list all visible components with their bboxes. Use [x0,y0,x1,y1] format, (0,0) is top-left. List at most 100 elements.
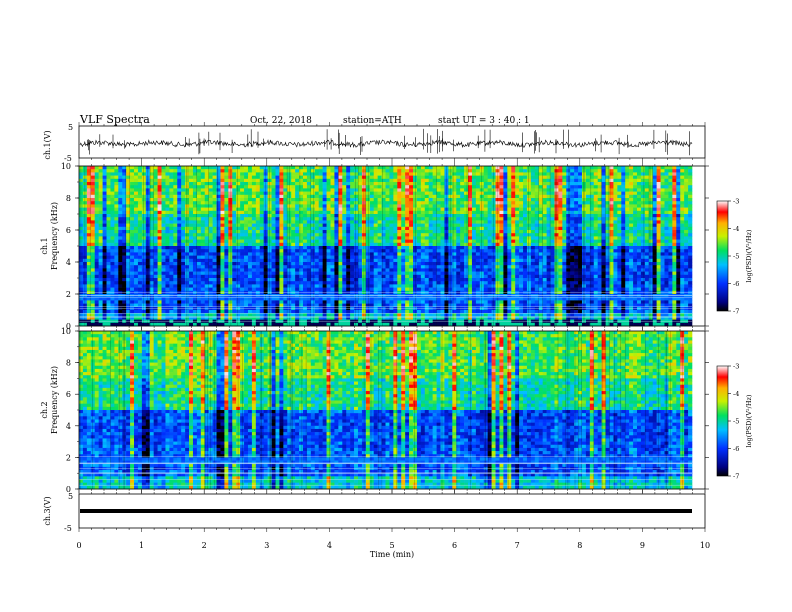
spectrogram-cell [487,188,492,192]
spectrogram-cell [393,249,398,253]
spectrogram-cell [444,175,449,180]
spectrogram-cell [523,226,528,231]
spectrogram-cell [263,226,268,231]
spectrogram-cell [220,242,225,247]
spectrogram-cell [428,230,433,234]
spectrogram-cell [181,220,186,224]
spectrogram-cell [688,262,693,266]
spectrogram-cell [558,172,563,176]
spectrogram-cell [526,194,532,199]
spectrogram-cell [644,246,650,250]
spectrogram-cell [432,226,437,231]
spectrogram-cell [574,249,579,253]
spectrogram-cell [554,233,559,237]
spectrogram-cell [436,226,441,231]
spectrogram-cell [574,258,579,263]
spectrogram-cell [114,230,119,234]
spectrogram-cell [220,207,225,212]
spectrogram-cell [192,172,198,176]
spectrogram-cell [357,198,363,202]
spectrogram-cell [574,233,579,237]
spectrogram-cell [236,249,241,253]
spectrogram-cell [672,188,677,192]
spectrogram-cell [271,204,276,208]
spectrogram-cell [432,185,437,189]
spectrogram-cell [275,188,280,192]
spectrogram-cell [326,169,331,173]
spectrogram-cell [102,188,107,192]
spectrogram-cell [460,194,465,199]
spectrogram-cell [287,233,292,237]
spectrogram-cell [338,233,343,237]
spectrogram-cell [629,242,634,247]
spectrogram-cell [648,182,654,186]
spectrogram-cell [141,214,147,218]
spectrogram-cell [322,188,327,192]
spectrogram-cell [562,169,567,173]
spectrogram-cell [267,214,272,218]
spectrogram-cell [432,217,437,221]
spectrogram-cell [212,233,217,237]
spectrogram-cell [523,166,528,170]
spectrogram-cell [605,249,610,253]
spectrogram-cell [291,226,296,231]
spectrogram-cell [676,214,681,218]
spectrogram-cell [424,169,430,173]
spectrogram-cell [448,204,453,208]
spectrogram-cell [499,201,504,205]
spectrogram-cell [200,201,206,205]
spectrogram-cell [684,236,689,240]
spectrogram-cell [416,246,422,250]
spectrogram-cell [420,236,426,240]
spectrogram-cell [330,185,335,189]
spectrogram-cell [102,217,107,221]
spectrogram-cell [534,175,540,180]
spectrogram-cell [589,236,595,240]
spectrogram-cell [373,239,378,244]
spectrogram-cell [137,236,143,240]
spectrogram-cell [204,166,209,170]
spectrogram-cell [613,207,618,212]
spectrogram-cell [640,220,646,224]
spectrogram-cell [126,204,131,208]
spectrogram-cell [440,166,445,170]
spectrogram-cell [161,220,166,224]
spectrogram-cell [585,188,591,192]
spectrogram-cell [601,252,606,256]
spectrogram-cell [593,198,598,202]
spectrogram-cell [204,185,209,189]
spectrogram-cell [145,172,151,176]
spectrogram-cell [149,255,154,260]
spectrogram-cell [122,265,127,269]
spectrogram-cell [247,185,253,189]
spectrogram-cell [656,220,661,224]
spectrogram-cell [483,239,488,244]
spectrogram-cell [302,175,308,180]
spectrogram-cell [511,220,516,224]
spectrogram-cell [456,255,461,260]
spectrogram-cell [660,194,665,199]
spectrogram-cell [389,249,394,253]
spectrogram-cell [436,217,441,221]
spectrogram-cell [200,265,206,269]
spectrogram-cell [546,220,551,224]
spectrogram-cell [169,255,174,260]
spectrogram-cell [185,169,190,173]
spectrogram-cell [200,188,206,192]
spectrogram-cell [589,166,595,170]
spectrogram-cell [224,262,229,266]
spectrogram-cell [365,252,371,256]
spectrogram-cell [550,194,555,199]
spectrogram-cell [354,182,359,186]
spectrogram-cell [275,194,280,199]
spectrogram-cell [550,236,555,240]
spectrogram-cell [381,207,386,212]
spectrogram-cell [224,175,229,180]
spectrogram-cell [153,214,158,218]
spectrogram-cell [554,223,559,228]
spectrogram-cell [581,220,587,224]
spectrogram-cell [452,172,457,176]
spectrogram-cell [192,175,198,180]
spectrogram-cell [475,226,481,231]
spectrogram-cell [275,172,280,176]
